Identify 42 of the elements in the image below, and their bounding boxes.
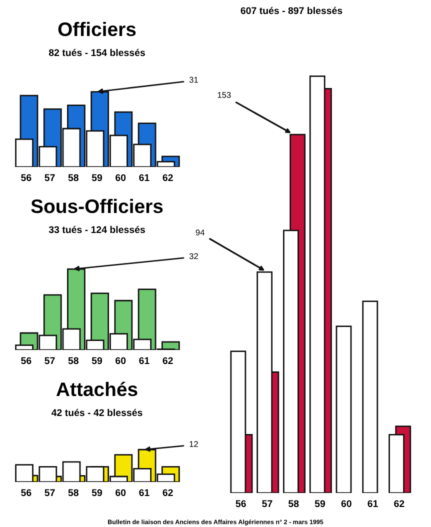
x-tick-label: 59 xyxy=(92,357,102,364)
annotation: 31 xyxy=(189,76,198,83)
x-tick-label: 59 xyxy=(92,174,102,182)
x-tick-label: 61 xyxy=(139,174,150,182)
x-tick-label: 62 xyxy=(162,489,173,496)
x-tick-label: 61 xyxy=(139,357,150,364)
x-tick-label: 58 xyxy=(288,500,299,508)
x-tick-label: 56 xyxy=(21,174,32,182)
x-tick-label: 60 xyxy=(116,489,126,496)
x-tick-label: 56 xyxy=(21,489,32,496)
x-tick-label: 60 xyxy=(341,500,352,508)
x-tick-label: 57 xyxy=(44,357,55,364)
bar xyxy=(336,326,352,493)
chart-title: Sous-Officiers xyxy=(31,198,163,214)
chart-subtitle: 33 tués - 124 blessés xyxy=(48,226,145,234)
annotation: 94 xyxy=(196,230,204,236)
x-tick-label: 58 xyxy=(68,489,78,496)
x-tick-label: 59 xyxy=(314,500,326,508)
x-tick-label: 57 xyxy=(262,500,272,508)
x-tick-label: 60 xyxy=(116,174,126,182)
x-tick-label: 57 xyxy=(44,489,55,496)
x-tick-label: 59 xyxy=(92,489,102,496)
x-tick-label: 58 xyxy=(68,174,78,182)
annotation: 12 xyxy=(190,441,198,447)
x-tick-label: 62 xyxy=(162,357,173,364)
x-tick-label: 60 xyxy=(116,357,126,364)
annotation: 153 xyxy=(218,92,231,98)
x-tick-label: 61 xyxy=(368,500,378,508)
chart-title: Officiers xyxy=(58,22,136,36)
chart-subtitle: 82 tués - 154 blessés xyxy=(48,48,145,56)
bar xyxy=(362,300,378,493)
x-tick-label: 58 xyxy=(68,357,78,364)
x-tick-label: 56 xyxy=(236,500,246,508)
x-tick-label: 61 xyxy=(139,489,150,496)
chart-title: Attachés xyxy=(56,382,138,396)
x-tick-label: 62 xyxy=(162,174,173,182)
chart-subtitle: 607 tués - 897 blessés xyxy=(240,6,342,14)
x-tick-label: 56 xyxy=(21,357,32,364)
annotation: 32 xyxy=(189,253,198,260)
x-tick-label: 57 xyxy=(44,174,55,182)
x-tick-label: 62 xyxy=(394,500,404,508)
chart-subtitle: 42 tués - 42 blessés xyxy=(51,408,142,416)
